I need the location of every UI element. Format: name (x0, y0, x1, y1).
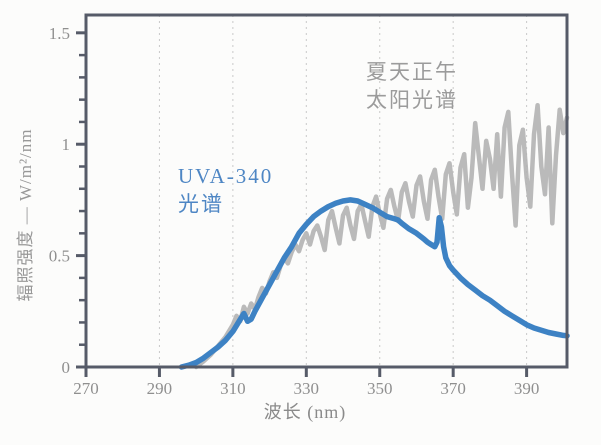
x-tick-label: 310 (220, 379, 246, 398)
y-tick-label: 1 (62, 135, 71, 154)
x-tick-label: 370 (440, 379, 466, 398)
tick-marks (76, 31, 529, 377)
y-tick-label: 1.5 (49, 24, 70, 43)
x-tick-label: 390 (514, 379, 540, 398)
uva340-curve (178, 197, 570, 370)
x-tick-label: 270 (73, 379, 99, 398)
sun-spectrum-annotation-line2: 太阳光谱 (366, 88, 458, 112)
series-curves (178, 102, 570, 370)
uva340-spectrum-annotation-line1: UVA-340 (178, 164, 274, 188)
uva340-spectrum-annotation: UVA-340 光谱 (178, 162, 273, 218)
x-axis-title: 波长 (nm) (263, 402, 347, 422)
y-axis-title: 辐照强度 — W/m²/nm (16, 128, 35, 302)
sun-spectrum-curve (193, 102, 570, 370)
tick-labels: 270 290 310 330 350 370 390 0 0.5 1 1.5 (49, 24, 540, 398)
y-tick-label: 0.5 (49, 247, 70, 266)
axes (84, 13, 569, 369)
x-tick-label: 290 (147, 379, 173, 398)
sun-spectrum-annotation-line1: 夏天正午 (366, 60, 458, 84)
x-tick-label: 350 (367, 379, 393, 398)
sun-spectrum-annotation: 夏天正午 太阳光谱 (366, 58, 458, 114)
y-tick-label: 0 (62, 358, 71, 377)
plot-border (84, 13, 569, 369)
x-tick-label: 330 (294, 379, 320, 398)
uva340-spectrum-annotation-line2: 光谱 (178, 192, 224, 216)
